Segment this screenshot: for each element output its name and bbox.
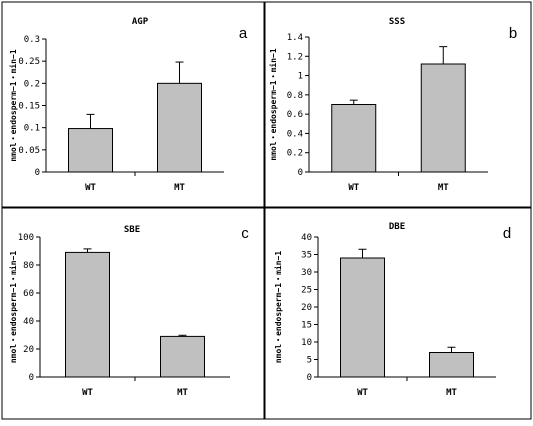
panel-letter: c bbox=[241, 225, 249, 242]
y-tick-label: 20 bbox=[23, 345, 34, 355]
y-tick-label: 60 bbox=[23, 289, 34, 299]
chart-title: SBE bbox=[124, 225, 140, 235]
x-tick-label-wt: WT bbox=[357, 388, 368, 398]
chart-title: DBE bbox=[389, 222, 405, 232]
chart-panel-c: 0 20 40 60 80 100 WT MT SBE c nmol・endosperm−1・min… bbox=[1, 207, 265, 420]
y-tick-label: 0 bbox=[298, 168, 303, 178]
panel-letter: b bbox=[509, 25, 517, 42]
bar-wt bbox=[340, 257, 385, 378]
panel-border bbox=[264, 1, 532, 208]
y-tick-label: 1.4 bbox=[287, 33, 303, 43]
y-tick-label: 0.3 bbox=[24, 35, 40, 45]
y-tick-label: 1 bbox=[298, 72, 303, 82]
bar-mt bbox=[160, 335, 205, 378]
y-tick-label: 0 bbox=[29, 373, 34, 383]
y-tick-label: 30 bbox=[301, 268, 312, 278]
chart-panel-a: 0 0.05 0.1 0.15 0.2 0.25 0.3 WT MT AGP a nmol・endos… bbox=[1, 1, 265, 208]
y-tick-label: 5 bbox=[307, 356, 312, 366]
y-tick-label: 0.8 bbox=[287, 91, 303, 101]
y-axis-label: nmol・endosperm−1・min−1 bbox=[273, 251, 283, 364]
y-tick-label: 0.25 bbox=[18, 57, 40, 67]
bar-wt bbox=[65, 251, 110, 378]
x-tick-label-wt: WT bbox=[85, 183, 96, 193]
x-tick-label-wt: WT bbox=[348, 183, 359, 193]
panel-letter: d bbox=[503, 225, 511, 242]
bar-mt bbox=[429, 352, 474, 378]
y-tick-label: 0.2 bbox=[24, 79, 40, 89]
y-tick-label: 40 bbox=[301, 233, 312, 243]
chart-panel-d: 0 5 10 15 20 25 30 35 40 WT MT DBE d nmol・endosperm−1… bbox=[264, 207, 532, 420]
y-axis-label: nmol・endosperm−1・min−1 bbox=[8, 251, 18, 364]
y-tick-label: 0.4 bbox=[287, 129, 303, 139]
chart-panel-b: 0 0.2 0.4 0.6 0.8 1 1.2 1.4 WT MT SSS b nmol・endospe… bbox=[264, 1, 532, 208]
y-tick-label: 15 bbox=[301, 321, 312, 331]
bar-mt bbox=[157, 82, 202, 173]
y-tick-label: 0.1 bbox=[24, 124, 40, 134]
x-tick-label-mt: MT bbox=[446, 388, 457, 398]
y-tick-label: 40 bbox=[23, 317, 34, 327]
panel-border bbox=[1, 207, 265, 420]
y-tick-label: 1.2 bbox=[287, 52, 303, 62]
y-tick-label: 80 bbox=[23, 261, 34, 271]
y-axis-label: nmol・endosperm−1・min−1 bbox=[8, 49, 18, 162]
y-tick-label: 0.6 bbox=[287, 110, 303, 120]
y-tick-label: 0.05 bbox=[18, 146, 40, 156]
x-tick-label-wt: WT bbox=[82, 388, 93, 398]
y-tick-label: 0.15 bbox=[18, 102, 40, 112]
y-tick-label: 100 bbox=[18, 233, 34, 243]
chart-title: SSS bbox=[389, 17, 405, 27]
y-tick-label: 10 bbox=[301, 338, 312, 348]
y-tick-label: 0 bbox=[35, 168, 40, 178]
y-axis-label: nmol・endosperm−1・min−1 bbox=[268, 48, 278, 161]
y-tick-label: 0 bbox=[307, 373, 312, 383]
x-tick-label-mt: MT bbox=[177, 388, 188, 398]
bar-wt bbox=[331, 104, 377, 173]
bar-wt bbox=[68, 128, 113, 173]
chart-title: AGP bbox=[132, 17, 149, 27]
x-tick-label-mt: MT bbox=[174, 183, 185, 193]
y-tick-label: 20 bbox=[301, 303, 312, 313]
panel-letter: a bbox=[239, 25, 248, 42]
panel-border bbox=[264, 207, 532, 420]
y-tick-label: 25 bbox=[301, 286, 312, 296]
x-tick-label-mt: MT bbox=[438, 183, 449, 193]
y-tick-label: 35 bbox=[301, 251, 312, 261]
y-tick-label: 0.2 bbox=[287, 149, 303, 159]
panel-border bbox=[1, 1, 265, 208]
bar-mt bbox=[420, 63, 466, 173]
